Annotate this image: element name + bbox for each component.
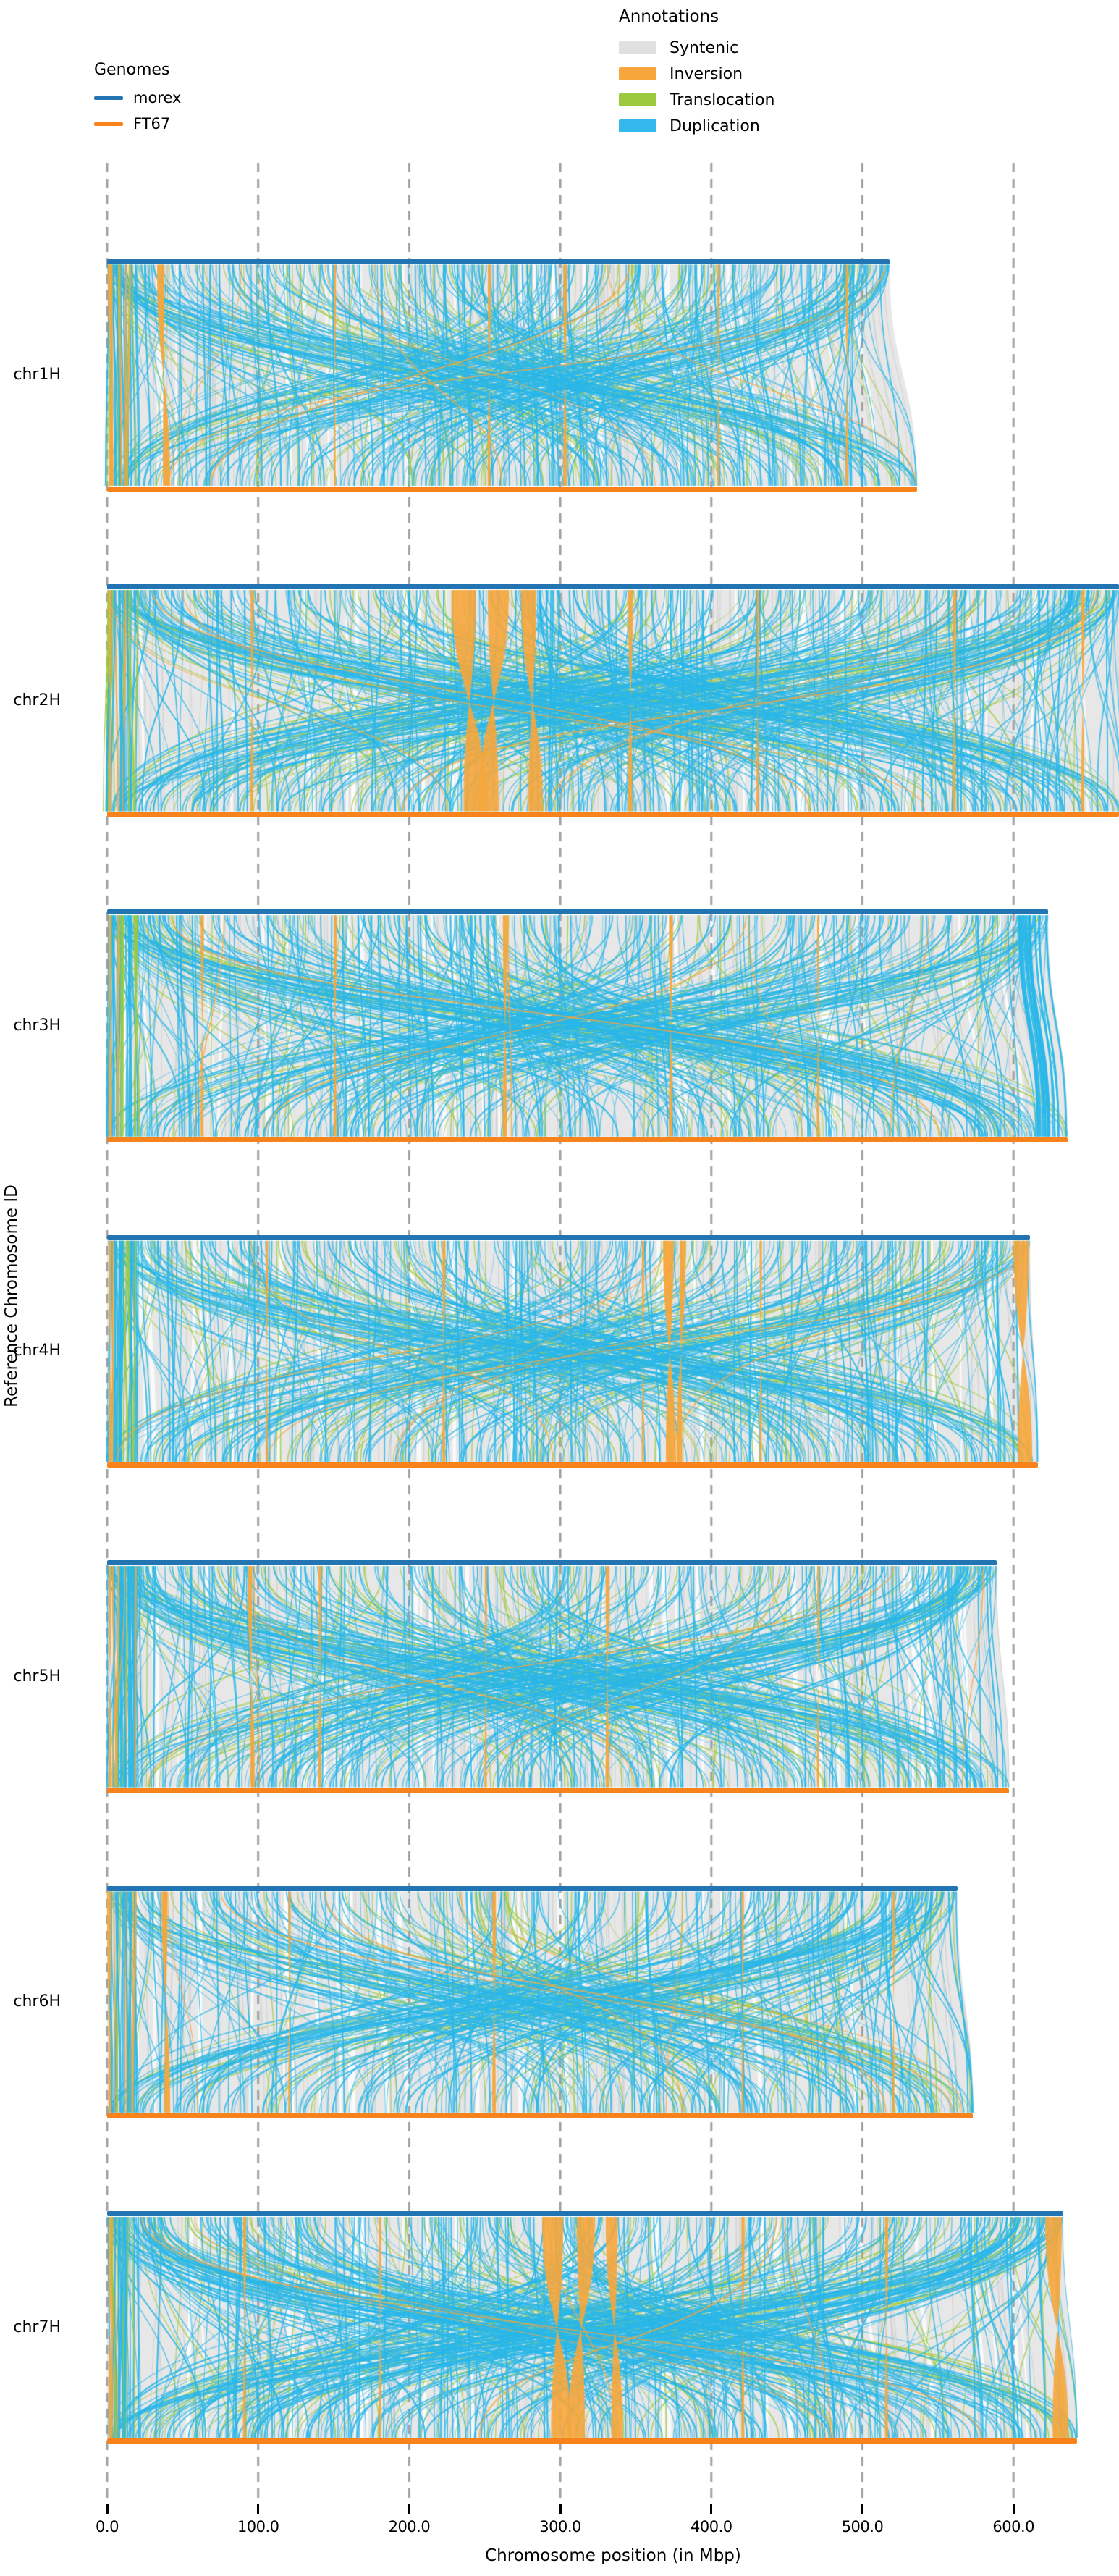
legend-row-ft67: FT67 bbox=[94, 111, 181, 137]
morex-backbone-chr3H bbox=[107, 909, 1049, 915]
duplication-swatch bbox=[619, 119, 656, 132]
inversion-label: Inversion bbox=[670, 64, 743, 83]
syntenic-label: Syntenic bbox=[670, 38, 739, 57]
x-tick-400.0 bbox=[710, 2504, 713, 2514]
chrom-label-chr4H: chr4H bbox=[13, 1342, 61, 1360]
x-tick-0.0 bbox=[106, 2504, 109, 2514]
inversion-swatch bbox=[619, 67, 656, 80]
y-axis-title: Reference Chromosome ID bbox=[2, 1184, 21, 1407]
x-tick-200.0 bbox=[408, 2504, 410, 2514]
genomes-legend: Genomes morex FT67 bbox=[94, 61, 181, 137]
legend-row-syntenic: Syntenic bbox=[619, 35, 774, 61]
ft67-backbone-chr5H bbox=[107, 1788, 1009, 1793]
morex-backbone-chr4H bbox=[107, 1234, 1031, 1240]
morex-line-swatch bbox=[94, 96, 123, 100]
ft67-backbone-chr3H bbox=[107, 1137, 1068, 1142]
morex-backbone-chr6H bbox=[107, 1885, 958, 1891]
annotations-legend-title: Annotations bbox=[619, 7, 719, 26]
x-ticklabel-300.0: 300.0 bbox=[539, 2518, 581, 2535]
x-tick-100.0 bbox=[257, 2504, 260, 2514]
genomes-legend-title: Genomes bbox=[94, 61, 170, 79]
chrom-label-chr2H: chr2H bbox=[13, 691, 61, 710]
x-ticklabel-500.0: 500.0 bbox=[841, 2518, 884, 2535]
chrom-label-chr1H: chr1H bbox=[13, 366, 61, 384]
ft67-backbone-chr2H bbox=[107, 812, 1119, 817]
duplication-label: Duplication bbox=[670, 117, 760, 135]
x-ticklabel-200.0: 200.0 bbox=[388, 2518, 431, 2535]
x-ticklabel-100.0: 100.0 bbox=[237, 2518, 279, 2535]
x-ticklabel-0.0: 0.0 bbox=[96, 2518, 119, 2535]
ft67-backbone-chr7H bbox=[107, 2438, 1077, 2444]
x-ticklabel-400.0: 400.0 bbox=[690, 2518, 732, 2535]
annotations-legend: Annotations Syntenic Inversion Transloca… bbox=[619, 7, 774, 139]
x-tick-300.0 bbox=[559, 2504, 562, 2514]
chrom-label-chr3H: chr3H bbox=[13, 1016, 61, 1035]
x-tick-600.0 bbox=[1012, 2504, 1015, 2514]
legend-row-duplication: Duplication bbox=[619, 113, 774, 139]
x-ticklabel-600.0: 600.0 bbox=[992, 2518, 1034, 2535]
legend-row-translocation: Translocation bbox=[619, 87, 774, 113]
translocation-label: Translocation bbox=[670, 91, 775, 109]
translocation-swatch bbox=[619, 93, 656, 106]
morex-backbone-chr5H bbox=[107, 1560, 997, 1566]
chrom-label-chr5H: chr5H bbox=[13, 1667, 61, 1685]
ft67-line-swatch bbox=[94, 122, 123, 126]
chrom-label-chr6H: chr6H bbox=[13, 1992, 61, 2011]
morex-backbone-chr7H bbox=[107, 2210, 1064, 2216]
morex-label: morex bbox=[133, 89, 182, 106]
legend-row-morex: morex bbox=[94, 85, 181, 111]
legend-row-inversion: Inversion bbox=[619, 61, 774, 87]
x-axis-title: Chromosome position (in Mbp) bbox=[485, 2546, 741, 2565]
x-tick-500.0 bbox=[861, 2504, 863, 2514]
syntenic-swatch bbox=[619, 41, 656, 54]
chrom-label-chr7H: chr7H bbox=[13, 2318, 61, 2336]
ft67-label: FT67 bbox=[133, 115, 171, 132]
morex-backbone-chr1H bbox=[107, 258, 890, 264]
ft67-backbone-chr1H bbox=[107, 487, 917, 492]
ft67-backbone-chr6H bbox=[107, 2113, 973, 2118]
morex-backbone-chr2H bbox=[107, 584, 1119, 589]
ft67-backbone-chr4H bbox=[107, 1462, 1038, 1468]
